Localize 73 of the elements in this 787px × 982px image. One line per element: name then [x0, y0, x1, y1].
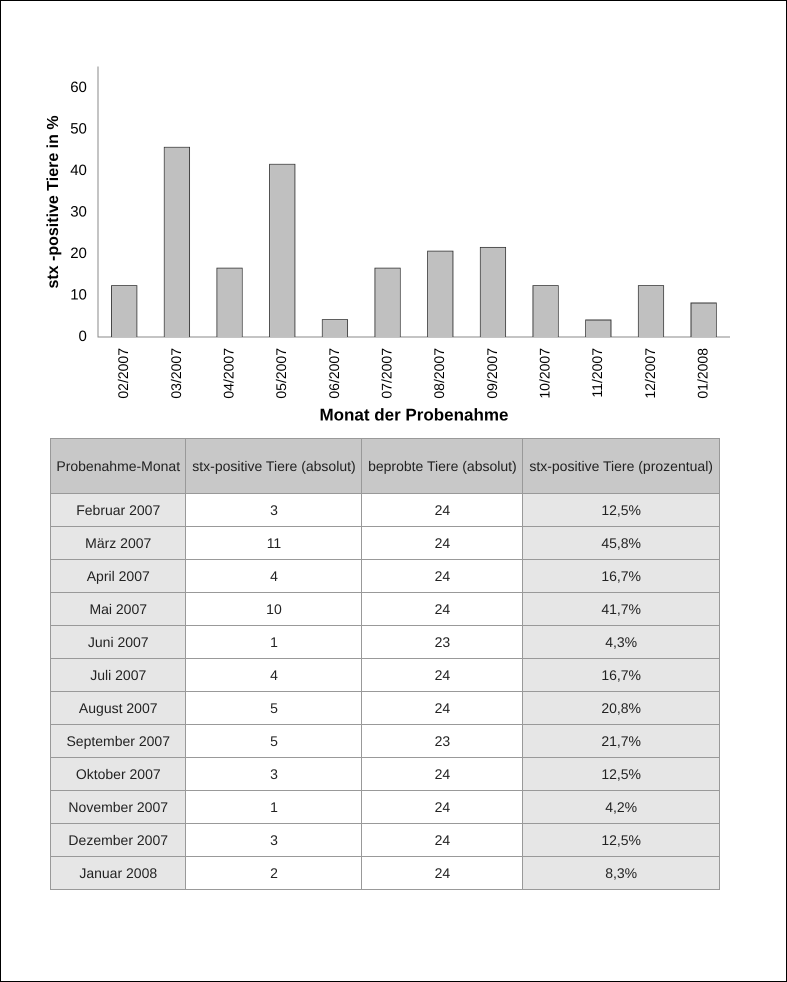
x-tick-label: 12/2007	[642, 348, 658, 399]
x-axis-title: Monat der Probenahme	[319, 405, 508, 424]
data-label: 12,5%	[522, 824, 720, 856]
data-label: 1	[186, 626, 362, 658]
data-label: 5	[186, 724, 362, 758]
data-label: 24	[362, 658, 523, 692]
y-tick-label: 30	[70, 204, 87, 221]
category-label: Juni 2007	[50, 626, 186, 658]
text: beprobte Tiere (absolut)	[362, 438, 523, 494]
text: Probenahme-Monat	[50, 438, 186, 494]
category-label: September 2007	[50, 724, 186, 758]
y-axis-title: stx -positive Tiere in %	[45, 115, 62, 289]
x-tick-label: 10/2007	[536, 348, 552, 399]
x-tick-label: 07/2007	[378, 348, 394, 399]
data-label: 16,7%	[522, 560, 720, 592]
x-tick-label: 08/2007	[431, 348, 448, 399]
category-label: Februar 2007	[50, 494, 186, 526]
data-label: 1	[186, 790, 362, 824]
data-label: 16,7%	[522, 658, 720, 692]
data-label: 4,2%	[522, 790, 720, 824]
data-label: 12,5%	[522, 494, 720, 526]
x-tick-label: 01/2008	[694, 348, 711, 399]
x-tick-label: 05/2007	[273, 348, 290, 399]
y-tick-label: 40	[70, 162, 87, 179]
category-label: Juli 2007	[50, 658, 186, 692]
y-tick-label: 20	[70, 245, 87, 262]
data-label: 2	[186, 856, 362, 890]
x-tick-label: 09/2007	[484, 348, 500, 399]
data-label: 24	[362, 692, 523, 724]
category-label: August 2007	[50, 692, 186, 724]
data-label: 41,7%	[522, 592, 720, 626]
data-label: 24	[362, 526, 523, 560]
data-label: 4,3%	[522, 626, 720, 658]
text: stx-positive Tiere (absolut)	[186, 438, 362, 494]
x-tick-label: 06/2007	[326, 348, 342, 399]
series-label: stx-positive Tiere (prozentual)	[522, 438, 720, 494]
category-label: März 2007	[50, 526, 186, 560]
data-label: 24	[362, 824, 523, 856]
data-label: 24	[362, 494, 523, 526]
data-label: 3	[186, 494, 362, 526]
data-label: 11	[186, 526, 362, 560]
data-label: 3	[186, 758, 362, 790]
category-label: Oktober 2007	[50, 758, 186, 790]
data-label: 3	[186, 824, 362, 856]
data-label: 24	[362, 790, 523, 824]
data-label: 4	[186, 658, 362, 692]
category-label: Januar 2008	[50, 856, 186, 890]
y-tick-label: 50	[70, 120, 87, 138]
category-label: April 2007	[50, 560, 186, 592]
data-label: 10	[186, 592, 362, 626]
x-tick-label: 03/2007	[168, 348, 184, 399]
category-label: November 2007	[50, 790, 186, 824]
data-label: 4	[186, 560, 362, 592]
category-label: Mai 2007	[50, 592, 186, 626]
data-label: 23	[362, 724, 523, 758]
data-label: 8,3%	[522, 856, 720, 890]
data-label: 12,5%	[522, 758, 720, 790]
data-label: 5	[186, 692, 362, 724]
x-tick-label: 11/2007	[589, 348, 606, 398]
data-label: 45,8%	[522, 526, 720, 560]
data-label: 20,8%	[522, 692, 720, 724]
data-label: 24	[362, 758, 523, 790]
data-label: 24	[362, 856, 523, 890]
data-label: 21,7%	[522, 724, 720, 758]
data-label: 24	[362, 592, 523, 626]
y-tick-label: 60	[70, 78, 87, 96]
category-label: Dezember 2007	[50, 824, 186, 856]
y-tick-label: 0	[78, 328, 87, 346]
data-label: 23	[362, 626, 523, 658]
x-tick-label: 04/2007	[220, 348, 236, 399]
data-label: 24	[362, 560, 523, 592]
y-tick-label: 10	[70, 286, 87, 304]
x-tick-label: 02/2007	[115, 348, 132, 399]
